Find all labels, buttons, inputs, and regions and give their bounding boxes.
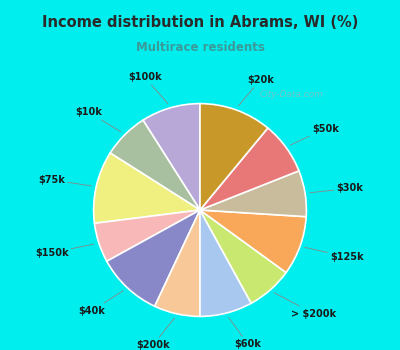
Text: $10k: $10k <box>75 107 121 132</box>
Wedge shape <box>94 210 200 261</box>
Text: > $200k: > $200k <box>274 293 336 319</box>
Wedge shape <box>200 210 251 316</box>
Text: $125k: $125k <box>305 247 364 262</box>
Wedge shape <box>200 104 268 210</box>
Wedge shape <box>200 210 306 273</box>
Wedge shape <box>200 171 306 217</box>
Wedge shape <box>110 120 200 210</box>
Text: $40k: $40k <box>78 290 123 316</box>
Text: Multirace residents: Multirace residents <box>136 41 264 54</box>
Text: $100k: $100k <box>128 72 168 104</box>
Wedge shape <box>200 128 299 210</box>
Wedge shape <box>155 210 200 316</box>
Text: $60k: $60k <box>229 317 261 349</box>
Text: $20k: $20k <box>238 75 274 106</box>
Text: $30k: $30k <box>310 183 364 193</box>
Wedge shape <box>94 153 200 223</box>
Wedge shape <box>143 104 200 210</box>
Wedge shape <box>200 210 286 303</box>
Text: City-Data.com: City-Data.com <box>260 90 324 99</box>
Text: $150k: $150k <box>35 244 94 258</box>
Text: $50k: $50k <box>290 124 339 145</box>
Text: Income distribution in Abrams, WI (%): Income distribution in Abrams, WI (%) <box>42 15 358 30</box>
Text: $75k: $75k <box>38 175 91 186</box>
Text: $200k: $200k <box>136 318 174 350</box>
Wedge shape <box>107 210 200 306</box>
